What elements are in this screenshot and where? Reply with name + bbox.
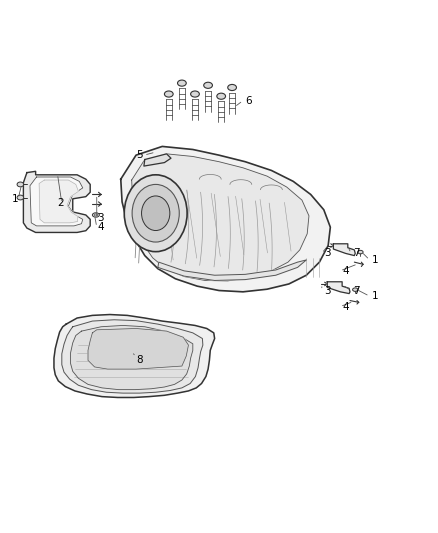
Ellipse shape [17,182,24,187]
Text: 4: 4 [342,302,349,312]
Polygon shape [39,180,78,223]
Polygon shape [158,260,306,280]
Text: 1: 1 [12,194,18,204]
Polygon shape [23,171,90,232]
Text: 3: 3 [324,286,330,295]
Polygon shape [132,154,309,281]
Text: 4: 4 [342,266,349,276]
Ellipse shape [17,195,24,200]
Polygon shape [88,328,188,369]
Ellipse shape [217,93,226,99]
Text: 1: 1 [372,291,378,301]
Polygon shape [333,244,355,256]
Polygon shape [62,320,203,393]
Ellipse shape [132,184,179,242]
Text: 4: 4 [98,222,104,232]
Text: 5: 5 [136,150,143,160]
Ellipse shape [228,84,237,91]
Text: 7: 7 [353,248,360,259]
Ellipse shape [141,196,170,231]
Ellipse shape [94,214,98,216]
Ellipse shape [164,91,173,97]
Polygon shape [327,282,350,294]
Ellipse shape [177,80,186,86]
Ellipse shape [191,91,199,97]
Ellipse shape [353,288,358,292]
Text: 2: 2 [57,198,64,208]
Text: 8: 8 [136,356,143,365]
Polygon shape [30,177,83,226]
Polygon shape [54,314,215,398]
Text: 3: 3 [98,214,104,223]
Ellipse shape [124,175,187,252]
Text: 7: 7 [353,286,360,295]
Polygon shape [121,147,330,292]
Polygon shape [71,326,193,390]
Ellipse shape [204,82,212,88]
Ellipse shape [358,251,363,254]
Text: 3: 3 [324,248,330,259]
Polygon shape [144,154,171,166]
Ellipse shape [92,213,99,217]
Text: 1: 1 [372,255,378,265]
Text: 6: 6 [245,95,252,106]
